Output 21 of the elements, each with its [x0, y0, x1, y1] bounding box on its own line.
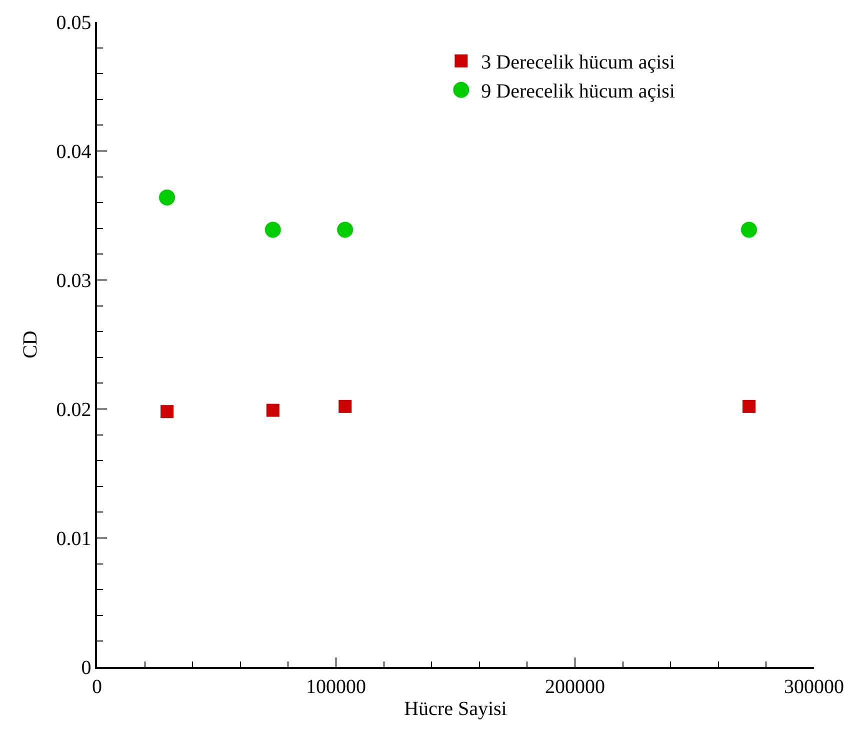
legend-label: 3 Derecelik hücum açisi: [481, 52, 676, 74]
y-tick-label: 0.03: [56, 270, 92, 292]
x-tick-label: 300000: [784, 676, 844, 698]
y-axis-title: CD: [19, 330, 42, 358]
point: [742, 400, 756, 413]
x-axis-title: Hücre Sayisi: [404, 698, 508, 720]
point: [160, 405, 174, 418]
y-tick-label: 0.05: [56, 12, 92, 34]
legend-label: 9 Derecelik hücum açisi: [481, 80, 676, 103]
x-tick-label: 200000: [545, 676, 605, 698]
point: [264, 222, 281, 238]
x-tick-label: 100000: [306, 676, 366, 698]
y-tick-label: 0.04: [56, 141, 92, 163]
y-tick-label: 0.01: [56, 528, 92, 550]
y-tick-label: 0: [81, 657, 92, 679]
point: [266, 404, 280, 417]
point: [159, 189, 176, 206]
point: [740, 222, 757, 238]
point: [337, 222, 354, 238]
y-tick-label: 0.02: [56, 399, 92, 421]
point: [338, 400, 352, 413]
